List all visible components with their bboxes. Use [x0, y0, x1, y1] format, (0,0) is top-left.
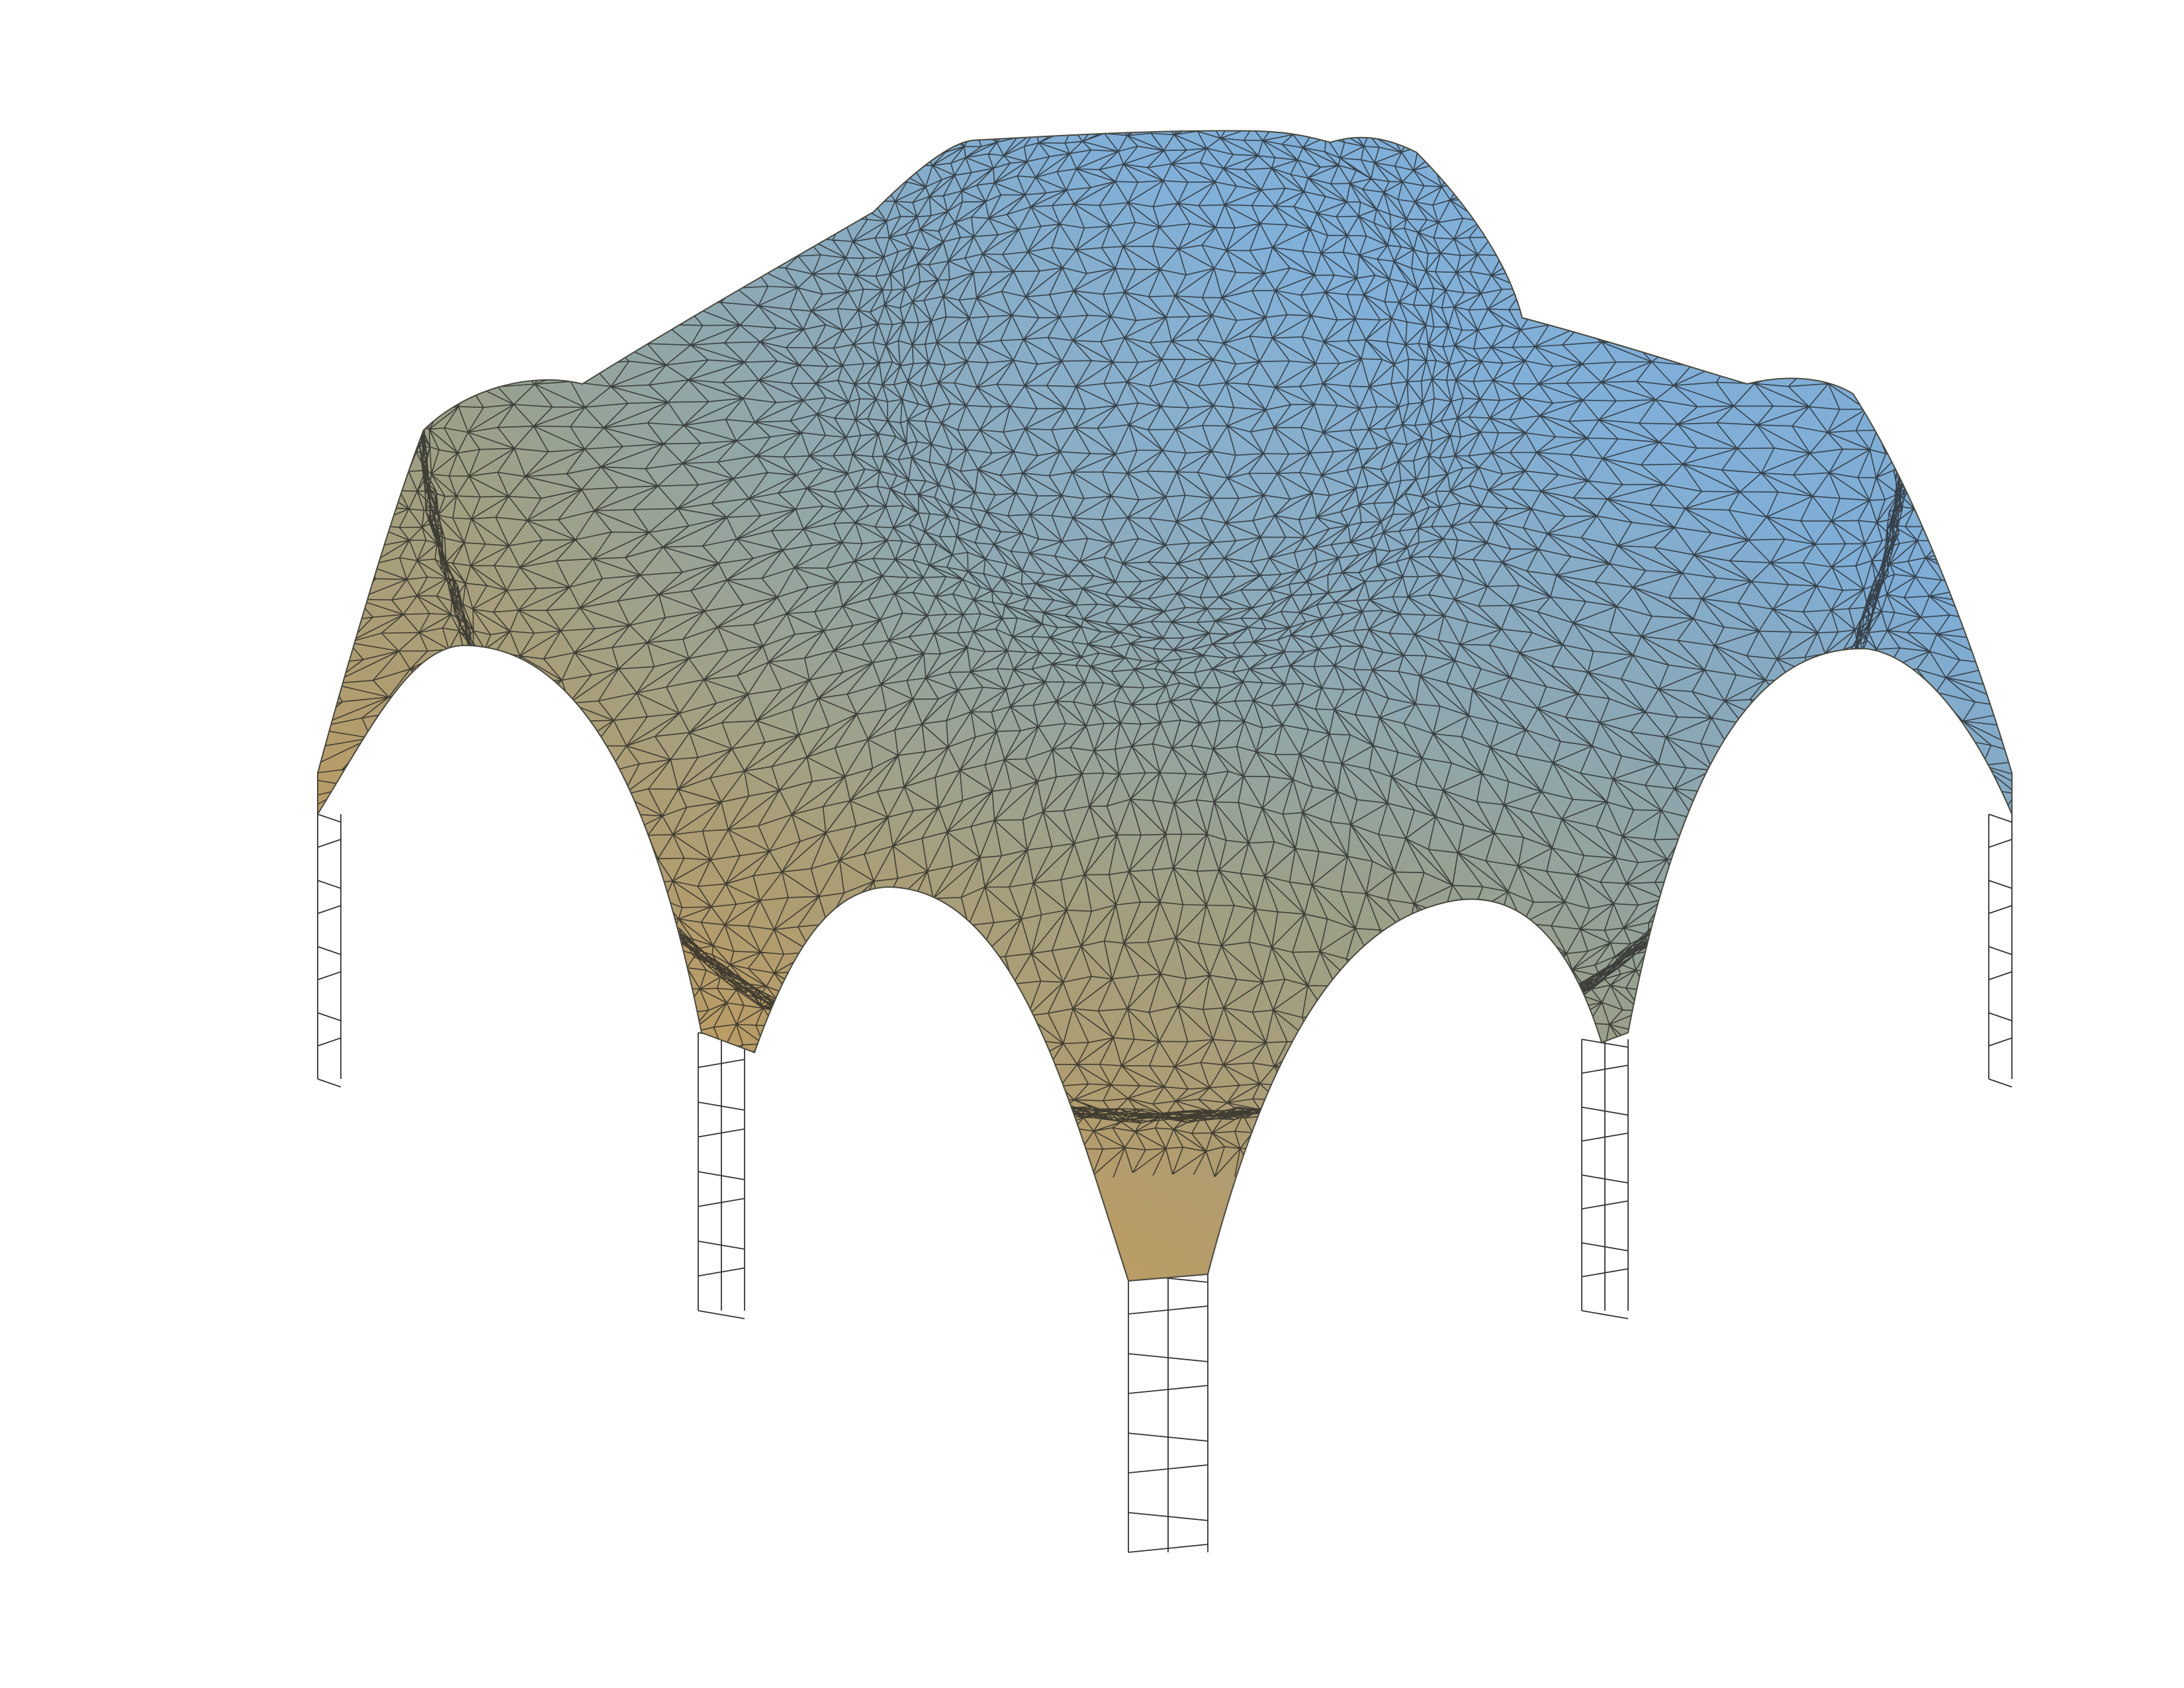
column-right	[1988, 814, 2013, 1088]
columns	[317, 814, 2013, 1553]
shell-outline	[317, 130, 2013, 1282]
column-front-right	[1581, 1039, 1629, 1319]
column-front-left	[698, 1032, 745, 1319]
column-left	[317, 814, 341, 1088]
